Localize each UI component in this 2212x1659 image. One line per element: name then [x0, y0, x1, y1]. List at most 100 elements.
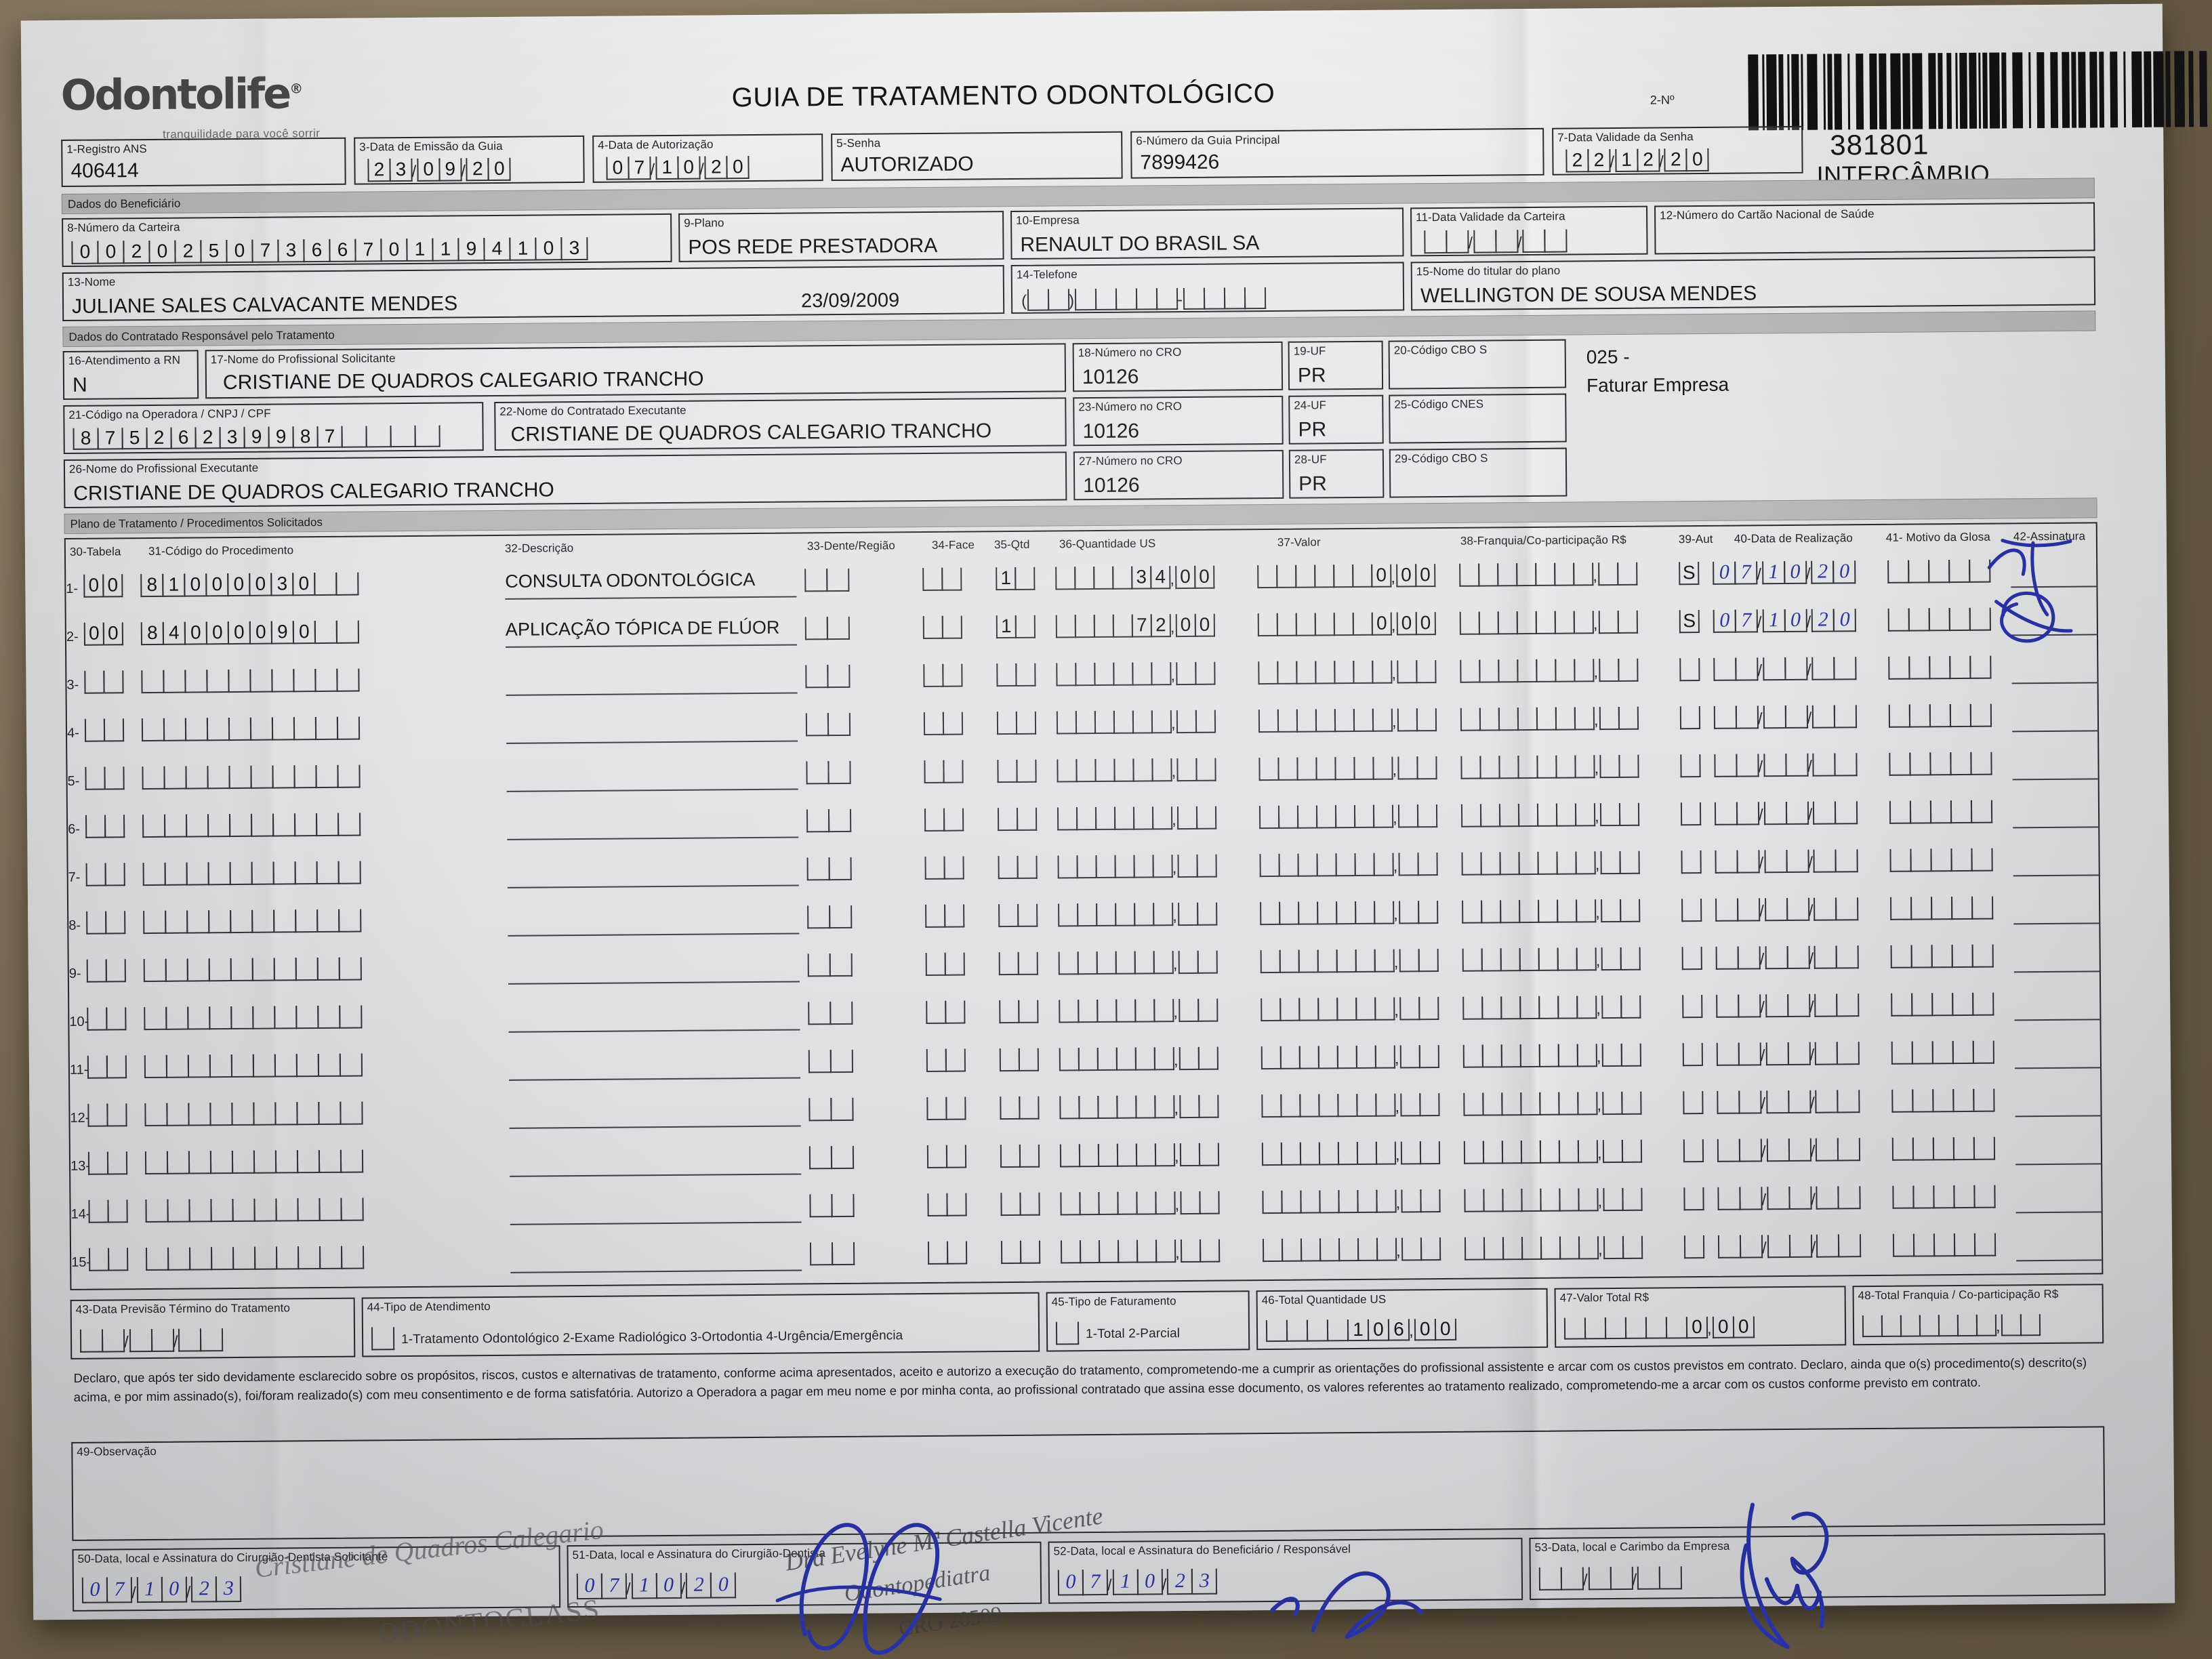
cell-qtd[interactable]: [998, 903, 1038, 928]
cell-quantidade-us[interactable]: ,: [1057, 854, 1217, 879]
char-cell[interactable]: [1900, 1315, 1921, 1337]
char-cell[interactable]: [942, 712, 964, 735]
char-cell[interactable]: 0: [1434, 1318, 1456, 1341]
char-cell[interactable]: [1401, 1237, 1422, 1261]
char-cell[interactable]: [1281, 1238, 1303, 1262]
cell-qtd[interactable]: [998, 951, 1038, 976]
char-cell[interactable]: [1577, 1092, 1598, 1115]
char-cell[interactable]: [806, 809, 830, 833]
char-cell[interactable]: [1812, 753, 1836, 777]
char-cell[interactable]: [1298, 998, 1319, 1021]
char-cell[interactable]: [1971, 944, 1994, 968]
char-cell[interactable]: [1180, 1239, 1201, 1263]
char-cell[interactable]: [1538, 1044, 1559, 1067]
char-cell[interactable]: [189, 1247, 213, 1271]
char-cell[interactable]: [1575, 851, 1596, 875]
cell-dente[interactable]: [806, 808, 852, 833]
char-cell[interactable]: [87, 1151, 109, 1175]
char-cell[interactable]: [1356, 1141, 1378, 1166]
char-cell[interactable]: [272, 813, 296, 837]
char-cell[interactable]: [1279, 901, 1300, 925]
char-cell[interactable]: [1077, 903, 1098, 927]
cell-codigo[interactable]: [141, 668, 360, 694]
char-cell[interactable]: [341, 426, 367, 448]
char-cell[interactable]: [1419, 1141, 1440, 1165]
char-cell[interactable]: [1681, 899, 1702, 922]
char-cell[interactable]: [1353, 708, 1374, 733]
char-cell[interactable]: [1889, 848, 1912, 872]
char-cell[interactable]: [253, 1102, 276, 1126]
char-cell[interactable]: [1057, 855, 1078, 879]
char-cell[interactable]: [1134, 1047, 1155, 1071]
char-cell[interactable]: [1277, 661, 1298, 684]
char-cell[interactable]: [1132, 806, 1154, 830]
cell-codigo[interactable]: [146, 1246, 365, 1271]
char-cell[interactable]: [1318, 1142, 1340, 1166]
char-cell[interactable]: [1258, 661, 1279, 685]
char-cell[interactable]: [1317, 998, 1338, 1021]
char-cell[interactable]: [1094, 710, 1115, 735]
char-cell[interactable]: 0: [535, 237, 562, 261]
char-cell[interactable]: [1314, 565, 1335, 588]
cell-data-realizacao[interactable]: 0 7/1 0/2 0: [1713, 560, 1856, 585]
char-cell[interactable]: [1953, 1185, 1975, 1209]
char-cell[interactable]: [1151, 806, 1173, 830]
char-cell[interactable]: [166, 1151, 190, 1174]
char-cell[interactable]: [1816, 1138, 1839, 1162]
cell-tabela[interactable]: [87, 1007, 127, 1031]
char-cell[interactable]: [1354, 853, 1375, 877]
char-cell[interactable]: [228, 765, 252, 790]
char-cell[interactable]: [1261, 1046, 1282, 1070]
char-cell[interactable]: [1418, 1045, 1439, 1069]
char-cell[interactable]: [922, 615, 943, 640]
char-cell[interactable]: [1950, 752, 1972, 776]
char-cell[interactable]: 2: [704, 156, 728, 180]
char-cell[interactable]: [1603, 1235, 1624, 1260]
char-cell[interactable]: [1317, 949, 1338, 973]
char-cell[interactable]: [1319, 1238, 1340, 1262]
char-cell[interactable]: [1153, 903, 1174, 926]
char-cell[interactable]: [1788, 1186, 1812, 1210]
char-cell[interactable]: [1890, 945, 1912, 968]
cell-tabela[interactable]: [88, 1200, 128, 1223]
char-cell[interactable]: [1418, 997, 1439, 1021]
char-cell[interactable]: [1000, 1192, 1021, 1216]
char-cell[interactable]: [1338, 1237, 1359, 1262]
char-cell[interactable]: [1115, 288, 1138, 310]
char-cell[interactable]: [1195, 806, 1216, 830]
char-cell[interactable]: [1464, 1237, 1486, 1261]
char-cell[interactable]: [1601, 995, 1622, 1019]
char-cell[interactable]: 9: [270, 621, 295, 644]
char-cell[interactable]: [1280, 1094, 1301, 1118]
char-cell[interactable]: [1075, 711, 1097, 735]
char-cell[interactable]: [1279, 998, 1300, 1021]
char-cell[interactable]: [1000, 1096, 1021, 1120]
char-cell[interactable]: [1521, 1188, 1542, 1212]
char-cell[interactable]: [1717, 1090, 1740, 1114]
char-cell[interactable]: S: [1679, 562, 1700, 586]
char-cell[interactable]: [1244, 287, 1267, 310]
cell-descricao[interactable]: [508, 1050, 801, 1081]
cell-codigo[interactable]: [142, 861, 361, 886]
char-cell[interactable]: [1618, 754, 1639, 778]
char-cell[interactable]: [922, 567, 943, 592]
cell-motivo-glosa[interactable]: [1887, 559, 1991, 583]
char-cell[interactable]: [188, 1103, 211, 1126]
char-cell[interactable]: [1837, 1090, 1860, 1113]
char-cell[interactable]: [1338, 1189, 1359, 1214]
char-cell[interactable]: [1333, 613, 1354, 636]
char-cell[interactable]: [1112, 566, 1133, 590]
char-cell[interactable]: 0: [97, 241, 125, 264]
char-cell[interactable]: [1714, 802, 1738, 825]
cell-face[interactable]: [926, 1000, 966, 1025]
char-cell[interactable]: [1957, 1314, 1978, 1337]
char-cell[interactable]: [1908, 656, 1931, 680]
char-cell[interactable]: [1180, 1191, 1201, 1215]
char-cell[interactable]: [1516, 562, 1537, 587]
char-cell[interactable]: [1931, 1041, 1954, 1065]
char-cell[interactable]: 0: [249, 621, 273, 644]
char-cell[interactable]: 7: [316, 426, 343, 449]
char-cell[interactable]: [1949, 703, 1972, 728]
cell-assinatura[interactable]: [2013, 895, 2101, 925]
char-cell[interactable]: [1424, 230, 1448, 254]
